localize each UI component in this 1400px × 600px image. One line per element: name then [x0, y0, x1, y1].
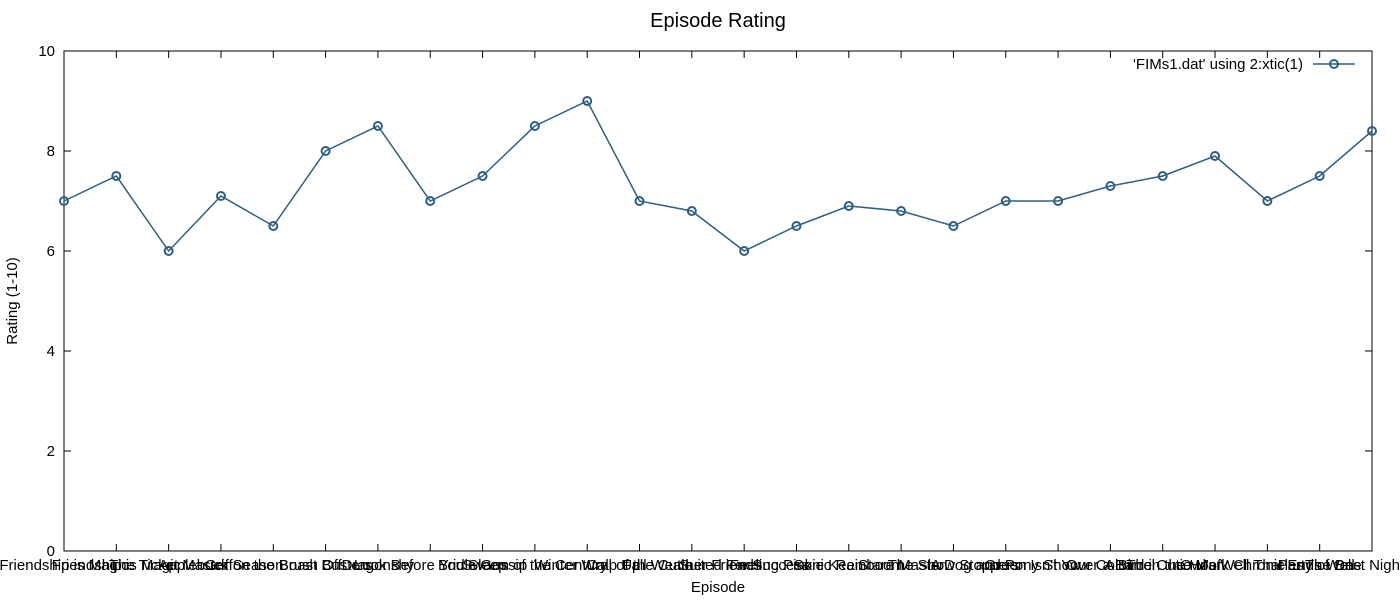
- x-tick-label: Boast Busters: [279, 557, 372, 574]
- x-tick-label: Suited For Success: [679, 557, 809, 574]
- plot-area-border: [63, 50, 1373, 552]
- x-tick-label: A Bird in the Hoof: [1104, 557, 1222, 574]
- data-point: [477, 171, 488, 181]
- data-point: [1105, 181, 1116, 191]
- x-tick-label: Fall Weather Friends: [622, 557, 761, 574]
- data-point: [529, 121, 540, 131]
- y-tick-label: 0: [47, 543, 55, 560]
- data-point: [425, 196, 436, 206]
- data-point: [1314, 171, 1325, 181]
- x-tick-label: Applebuck Season: [158, 557, 283, 574]
- y-tick-label: 6: [47, 243, 55, 260]
- series-layer: [59, 96, 1377, 256]
- data-point: [634, 196, 645, 206]
- data-point: [1000, 196, 1011, 206]
- x-tick-label: Bridle Gossip: [438, 557, 527, 574]
- data-point: [843, 201, 854, 211]
- data-point: [59, 196, 69, 206]
- x-tick-label: Stare Master: [858, 557, 944, 574]
- data-point: [948, 221, 959, 231]
- data-point: [268, 221, 279, 231]
- x-tick-label: The Ticket Master: [109, 557, 228, 574]
- x-tick-label: Call of the Cutie: [586, 557, 693, 574]
- x-tick-label: The Best Night Ever: [1305, 557, 1400, 574]
- x-tick-label: Griffon the Brush Off: [205, 557, 343, 574]
- x-tick-label: Winter Wrap Up: [534, 557, 640, 574]
- x-tick-label: Friendship is Magic: [52, 557, 182, 574]
- y-tick-label: 10: [38, 43, 55, 60]
- chart-title: Episode Rating: [650, 10, 786, 32]
- data-point: [320, 146, 331, 156]
- data-point: [686, 206, 697, 216]
- x-tick-label: Owl's Well That Ends Well: [1180, 557, 1355, 574]
- data-point: [215, 191, 226, 201]
- data-point: [739, 246, 750, 256]
- data-point: [1262, 196, 1273, 206]
- legend-marker: [1329, 59, 1339, 69]
- data-point: [791, 221, 802, 231]
- x-tick-label: The Show Stoppers: [888, 557, 1020, 574]
- y-tick-label: 2: [47, 443, 55, 460]
- data-point: [163, 246, 174, 256]
- data-point: [1157, 171, 1168, 181]
- data-point: [372, 121, 383, 131]
- x-tick-label: The Cutie Mark Chronicles: [1126, 557, 1304, 574]
- y-tick-label: 4: [47, 343, 55, 360]
- legend-label: 'FIMs1.dat' using 2:xtic(1): [1133, 56, 1303, 73]
- y-axis-ticks: 0 2 4 6 8 10: [38, 43, 1372, 560]
- data-point: [896, 206, 907, 216]
- data-point: [1210, 151, 1221, 161]
- x-tick-label: Friendship is Magic: [0, 557, 129, 574]
- x-tick-label: Party of One: [1278, 557, 1362, 574]
- y-axis-label: Rating (1-10): [4, 257, 21, 345]
- x-tick-label: Feeling Pinkie Keen: [730, 557, 863, 574]
- y-tick-label: 8: [47, 143, 55, 160]
- x-tick-label: Look Before You Sleep: [354, 557, 507, 574]
- data-point: [1053, 196, 1064, 206]
- x-tick-label: A Dog and Pony Show: [931, 557, 1081, 574]
- data-point: [111, 171, 122, 181]
- x-tick-label: Over a Barrel: [1066, 557, 1155, 574]
- data-point: [582, 96, 593, 106]
- data-point: [1367, 126, 1377, 136]
- x-tick-label: Swarm of the Century: [462, 557, 608, 574]
- series-line: [63, 100, 1373, 253]
- x-tick-label: Sonic Rainboom: [794, 557, 904, 574]
- x-tick-label: Dragonshy: [342, 557, 415, 574]
- x-axis-label: Episode: [691, 579, 745, 596]
- x-tick-label: Green Isn't Your Color: [985, 557, 1132, 574]
- legend: 'FIMs1.dat' using 2:xtic(1): [1133, 56, 1355, 73]
